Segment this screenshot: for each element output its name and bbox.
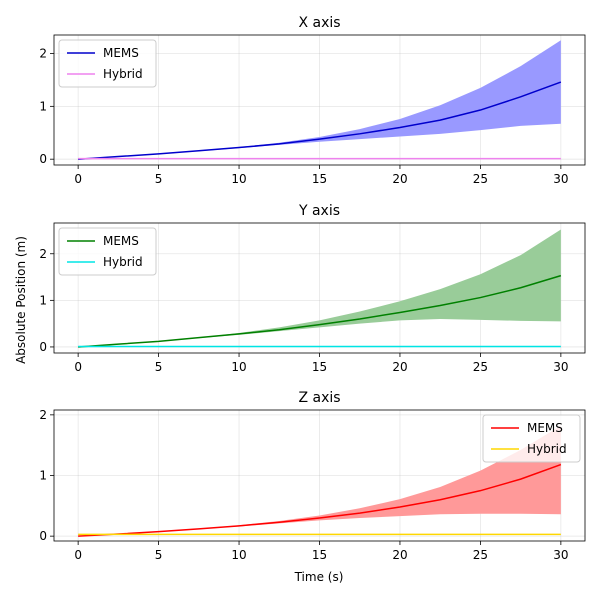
figure-xlabel: Time (s) [294,570,344,584]
x-tick-label: 20 [392,172,407,186]
x-tick-label: 15 [312,548,327,562]
uncertainty-band-mems [78,40,561,160]
figure-ylabel: Absolute Position (m) [14,236,28,364]
legend-label-hybrid: Hybrid [103,67,143,81]
y-axis-panel: 0 5 10 15 20 25 30 0 1 2 Y axis MEMS Hybrid [39,203,586,374]
x-tick-label: 30 [553,172,568,186]
x-tick-label: 5 [155,360,163,374]
y-tick-label: 2 [39,247,47,261]
panel-title: Z axis [298,390,340,406]
x-tick-label: 0 [74,172,82,186]
legend-box [482,414,581,463]
panel-title: Y axis [298,203,340,219]
panel-title: X axis [298,15,340,31]
series-line-mems [78,463,562,537]
x-tick-label: 5 [155,172,163,186]
x-tick-label: 20 [392,548,407,562]
x-tick-label: 0 [74,548,82,562]
x-tick-label: 10 [231,172,246,186]
x-tick-label: 30 [553,548,568,562]
x-tick-label: 25 [473,172,488,186]
uncertainty-band-mems [78,229,561,347]
series-line-mems [78,81,562,160]
x-tick-label: 25 [473,548,488,562]
x-tick-label: 10 [231,360,246,374]
y-tick-label: 0 [39,152,47,166]
y-tick-label: 2 [39,46,47,60]
x-tick-label: 0 [74,360,82,374]
y-tick-label: 1 [39,99,47,113]
legend-box [58,227,157,276]
legend-label-hybrid: Hybrid [527,442,567,456]
x-tick-label: 15 [312,360,327,374]
x-tick-label: 5 [155,548,163,562]
x-tick-label: 15 [312,172,327,186]
series-line-mems [78,274,562,348]
y-tick-label: 0 [39,340,47,354]
x-tick-label: 20 [392,360,407,374]
x-tick-label: 25 [473,360,488,374]
z-axis-panel: 0 5 10 15 20 25 30 0 1 2 Z axis MEMS Hybrid [39,390,586,562]
legend-label-mems: MEMS [103,234,139,248]
legend-label-hybrid: Hybrid [103,255,143,269]
legend-label-mems: MEMS [527,421,563,435]
y-tick-label: 0 [39,529,47,543]
y-tick-label: 1 [39,469,47,483]
x-tick-label: 30 [553,360,568,374]
legend-box [58,39,157,88]
y-tick-label: 1 [39,293,47,307]
y-tick-label: 2 [39,408,47,422]
x-tick-label: 10 [231,548,246,562]
legend-label-mems: MEMS [103,46,139,60]
x-axis-panel: 0 5 10 15 20 25 30 0 1 2 X axis MEMS Hybrid [39,15,586,186]
uncertainty-band-mems [78,425,561,537]
